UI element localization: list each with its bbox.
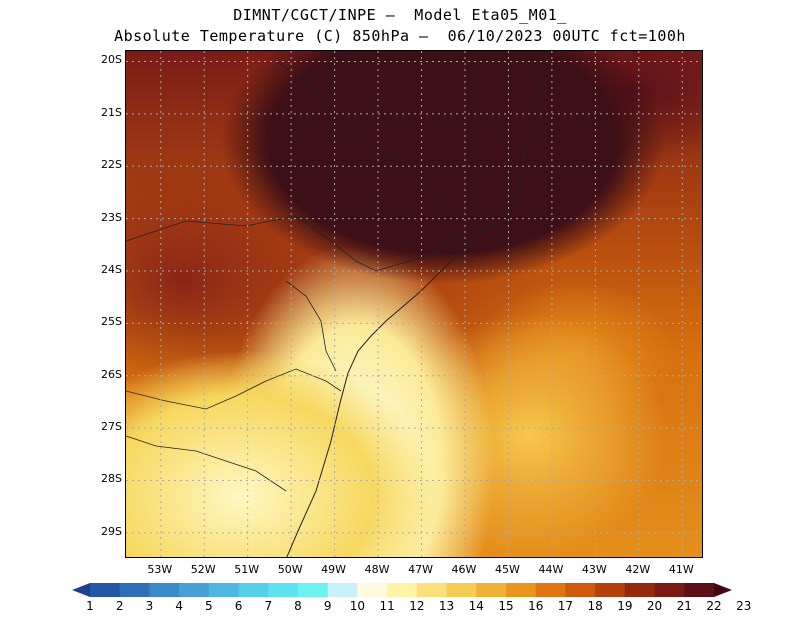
colorbar-segment: [446, 583, 477, 597]
lon-label: 47W: [408, 563, 433, 576]
state-border-3: [126, 435, 287, 492]
colorbar-label: 23: [736, 599, 752, 613]
colorbar-segment: [298, 583, 329, 597]
lon-label: 42W: [625, 563, 651, 576]
colorbar-segment: [624, 583, 656, 597]
colorbar-segment: [268, 583, 299, 597]
colorbar-label: 1: [86, 599, 94, 613]
lon-label: 48W: [364, 563, 390, 576]
colorbar-label: 12: [409, 599, 425, 613]
lat-label: 29S: [101, 524, 122, 538]
lon-label: 46W: [451, 563, 477, 576]
colorbar-segment: [238, 583, 269, 597]
colorbar-high-arrow: [714, 583, 732, 597]
lat-label: 23S: [101, 210, 122, 224]
colorbar-label: 11: [379, 599, 395, 613]
chart-title-line1: DIMNT/CGCT/INPE – Model Eta05_M01_: [233, 6, 567, 24]
colorbar-segment: [119, 583, 150, 597]
lat-label: 26S: [101, 367, 122, 381]
colorbar-label: 19: [617, 599, 633, 613]
lon-label: 44W: [538, 563, 564, 576]
colorbar-segment: [208, 583, 240, 597]
lon-label: 41W: [668, 563, 694, 576]
colorbar-segment: [327, 583, 358, 597]
colorbar-segment: [416, 583, 448, 597]
lon-label: 43W: [581, 563, 607, 576]
lon-label: 45W: [494, 563, 520, 576]
colorbar-segment: [565, 583, 596, 597]
colorbar-label: 22: [706, 599, 722, 613]
colorbar-label: 13: [438, 599, 455, 613]
temperature-map: [125, 50, 703, 558]
grid-lines: [126, 51, 702, 557]
lon-label: 50W: [277, 563, 303, 576]
colorbar-label: 5: [205, 599, 213, 613]
colorbar-segment: [149, 583, 180, 597]
colorbar-segment: [684, 583, 715, 597]
colorbar-label: 18: [587, 599, 603, 613]
colorbar-label: 21: [676, 599, 692, 613]
state-border-1: [126, 215, 512, 272]
colorbar-label: 20: [646, 599, 663, 613]
colorbar-segment: [506, 583, 537, 597]
colorbar-label: 14: [468, 599, 484, 613]
colorbar-segment: [179, 583, 210, 597]
colorbar-segment: [476, 583, 507, 597]
colorbar-label: 4: [175, 599, 183, 613]
colorbar-low-arrow: [72, 583, 90, 597]
colorbar-label: 8: [294, 599, 302, 613]
lon-label: 52W: [190, 563, 216, 576]
lat-label: 22S: [101, 158, 122, 172]
colorbar-label: 16: [528, 599, 544, 613]
lon-label: 53W: [147, 563, 173, 576]
colorbar-label: 3: [145, 599, 154, 613]
coastline: [286, 51, 547, 557]
colorbar-label: 9: [323, 599, 332, 613]
colorbar-label: 2: [115, 599, 124, 613]
colorbar-segment: [654, 583, 685, 597]
colorbar-label: 17: [557, 599, 574, 613]
lat-label: 28S: [101, 472, 122, 486]
lat-label: 27S: [101, 420, 122, 434]
chart-title-line2: Absolute Temperature (C) 850hPa – 06/10/…: [114, 27, 686, 45]
state-border-5: [285, 280, 337, 372]
lat-label: 24S: [101, 262, 122, 276]
colorbar-segment: [357, 583, 388, 597]
colorbar-segment: [90, 583, 121, 597]
state-border-4: [275, 60, 457, 212]
colorbar-label: 7: [264, 599, 273, 613]
state-border-2: [126, 368, 342, 410]
lon-label: 49W: [321, 563, 347, 576]
colorbar-label: 15: [498, 599, 514, 613]
lat-label: 20S: [101, 53, 122, 67]
colorbar-segment: [535, 583, 566, 597]
colorbar: [72, 583, 732, 597]
lon-label: 51W: [234, 563, 260, 576]
colorbar-segment: [595, 583, 626, 597]
lat-label: 25S: [101, 315, 122, 329]
lat-label: 21S: [101, 105, 122, 119]
colorbar-segment: [387, 583, 418, 597]
map-overlay: [126, 51, 702, 557]
colorbar-label: 6: [234, 599, 243, 613]
colorbar-label: 10: [349, 599, 366, 613]
